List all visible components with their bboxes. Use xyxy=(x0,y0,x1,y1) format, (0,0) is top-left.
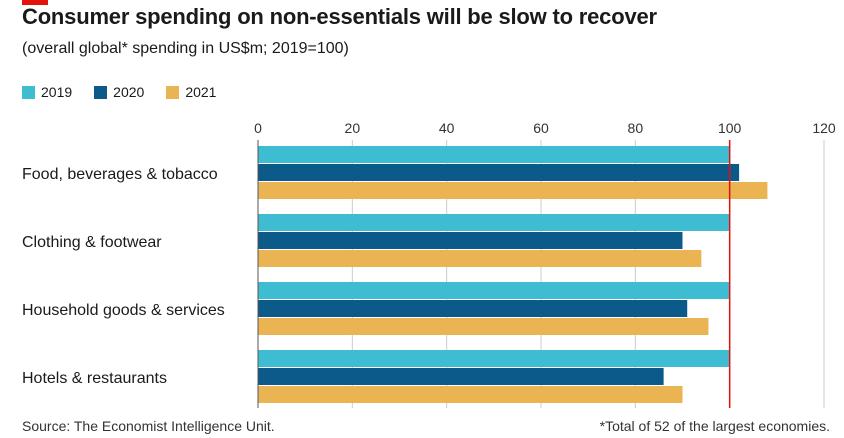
legend-swatch-2019 xyxy=(22,85,35,99)
bar-2021-0 xyxy=(258,182,768,199)
legend-item-2019: 2019 xyxy=(22,84,72,100)
legend-label-2019: 2019 xyxy=(41,84,73,100)
x-tick-label-100: 100 xyxy=(718,120,742,136)
category-label: Clothing & footwear xyxy=(22,234,162,251)
category-label: Household goods & services xyxy=(22,302,225,319)
category-label: Food, beverages & tobacco xyxy=(22,166,218,183)
bar-2021-2 xyxy=(258,318,709,335)
x-tick-label-0: 0 xyxy=(254,120,262,136)
legend-label-2020: 2020 xyxy=(113,84,145,100)
source-note: Source: The Economist Intelligence Unit. xyxy=(22,418,275,434)
x-tick-label-120: 120 xyxy=(812,120,836,136)
bar-2020-0 xyxy=(258,164,740,181)
bar-2020-2 xyxy=(258,300,688,317)
bar-2019-1 xyxy=(258,214,730,231)
legend: 2019 2020 2021 xyxy=(22,84,216,100)
category-label: Hotels & restaurants xyxy=(22,370,167,387)
footnote: *Total of 52 of the largest economies. xyxy=(599,418,830,434)
x-tick-label-80: 80 xyxy=(628,120,644,136)
legend-item-2021: 2021 xyxy=(166,84,216,100)
bar-2019-2 xyxy=(258,282,730,299)
bar-2020-3 xyxy=(258,368,664,385)
x-tick-label-40: 40 xyxy=(439,120,455,136)
chart-subtitle: (overall global* spending in US$m; 2019=… xyxy=(22,40,349,57)
legend-item-2020: 2020 xyxy=(94,84,144,100)
legend-swatch-2020 xyxy=(94,85,108,99)
bar-2021-3 xyxy=(258,386,683,403)
bar-2019-3 xyxy=(258,350,730,367)
x-tick-label-60: 60 xyxy=(533,120,549,136)
bar-2021-1 xyxy=(258,250,702,267)
x-tick-label-20: 20 xyxy=(345,120,361,136)
legend-swatch-2021 xyxy=(166,85,180,99)
brand-tag xyxy=(22,0,48,5)
legend-label-2021: 2021 xyxy=(185,84,217,100)
bar-2019-0 xyxy=(258,146,730,163)
bar-2020-1 xyxy=(258,232,683,249)
chart-title: Consumer spending on non-essentials will… xyxy=(22,4,657,29)
